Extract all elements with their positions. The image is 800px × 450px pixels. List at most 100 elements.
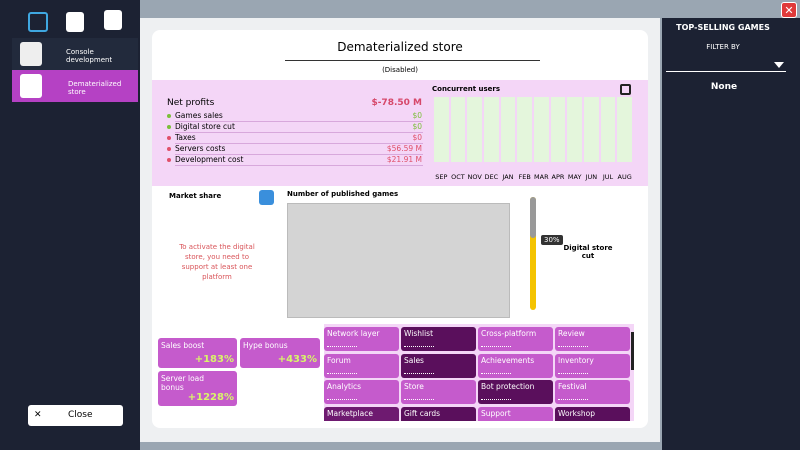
icon[interactable]: [66, 12, 84, 32]
feature-card[interactable]: Store: [401, 380, 476, 404]
feature-card[interactable]: Sales: [401, 353, 476, 378]
divider: [285, 60, 540, 61]
dialog-body: Dematerialized store (Disabled) Net prof…: [152, 30, 648, 428]
row-value: $56.59 M: [386, 144, 422, 153]
bullet: [167, 136, 171, 140]
feature-card[interactable]: Inventory: [555, 353, 630, 378]
feature-card[interactable]: Festival: [555, 380, 630, 404]
month-label: JUN: [585, 173, 598, 181]
menu-item[interactable]: Dematerialized store: [12, 70, 138, 102]
dialog-title: Dematerialized store: [337, 40, 463, 54]
feature-card[interactable]: Wishlist: [401, 327, 476, 351]
feature-name: Marketplace: [327, 408, 373, 418]
profit-value: $-78.50 M: [371, 98, 422, 108]
users-title: Concurrent users: [432, 85, 500, 93]
month-label: FEB: [518, 173, 531, 181]
feature-icons: [558, 342, 588, 347]
feature-name: Support: [481, 408, 511, 418]
feature-name: Cross-platform: [481, 329, 537, 338]
icon[interactable]: [28, 12, 48, 32]
slider-track: [530, 197, 536, 238]
bonus-label: Server load bonus: [161, 374, 205, 392]
feature-name: Forum: [327, 355, 351, 365]
feature-icons: [327, 342, 357, 347]
column: [550, 97, 566, 162]
menu-item[interactable]: Console development: [12, 38, 138, 70]
scrollbar[interactable]: [631, 332, 634, 370]
month-label: NOV: [467, 173, 482, 181]
row-divider: [175, 121, 423, 122]
bonus-label: Hype bonus: [243, 341, 288, 350]
filter-label: FILTER BY: [706, 43, 740, 51]
row-value: $0: [412, 122, 422, 131]
slider[interactable]: [530, 197, 536, 310]
settings-icon[interactable]: [259, 190, 274, 205]
column: [500, 97, 516, 162]
row-divider: [175, 143, 423, 144]
cut-value: 30%: [541, 235, 563, 245]
month-label: MAY: [567, 173, 582, 181]
feature-icons: [558, 369, 588, 374]
feature-card[interactable]: Achievements: [478, 353, 553, 378]
menu-label: Dematerialized store: [68, 80, 122, 96]
feature-icons: [481, 369, 511, 374]
dialog: Dematerialized store (Disabled) Net prof…: [140, 18, 660, 442]
feature-icons: [327, 395, 357, 400]
bullet: [167, 147, 171, 151]
button-label: Close: [68, 410, 93, 420]
published-chart: [287, 203, 510, 318]
feature-card[interactable]: Analytics: [324, 380, 399, 404]
close-x[interactable]: ✕: [781, 2, 797, 18]
users-chart: SEP OCT NOV DEC JAN FEB MAR APR MAY JUN JUL AUG: [433, 97, 633, 185]
feature-card[interactable]: Gift cards: [401, 406, 476, 421]
feature-icons: [481, 395, 511, 400]
divider: [666, 71, 786, 72]
feature-card[interactable]: Network layer: [324, 327, 399, 351]
filter-value[interactable]: None: [710, 82, 738, 92]
month-label: JAN: [502, 173, 514, 181]
column: [517, 97, 532, 162]
feature-name: Sales: [404, 355, 424, 365]
feature-card[interactable]: Marketplace: [324, 406, 399, 421]
feature-card[interactable]: Forum: [324, 353, 399, 378]
bonus-card: Sales boost +183%: [158, 338, 237, 368]
bonuses: Sales boost +183% Hype bonus +433% Server lo…: [158, 338, 322, 408]
feature-card[interactable]: Support: [478, 406, 553, 421]
feature-card[interactable]: Review: [555, 327, 630, 351]
month-label: SEP: [435, 173, 448, 181]
dropdown-arrow[interactable]: [774, 62, 784, 68]
feature-name: Achievements: [481, 355, 535, 365]
icon[interactable]: [104, 10, 122, 30]
row-divider: [175, 154, 423, 155]
bullet: [167, 158, 171, 162]
feature-icons: [327, 369, 357, 374]
market-title: Market share: [169, 192, 222, 200]
feature-icons: [404, 395, 434, 400]
close-button[interactable]: ✕ Close: [28, 405, 123, 426]
feature-name: Bot protection: [481, 382, 535, 391]
feature-name: Festival: [558, 382, 587, 391]
row-divider: [175, 165, 423, 166]
status: (Disabled): [382, 66, 418, 74]
feature-icons: [481, 342, 511, 347]
bonus-value: +1228%: [187, 392, 234, 403]
month-label: APR: [551, 173, 565, 181]
row-value: $0: [412, 111, 422, 120]
icon: [20, 42, 42, 66]
month-label: AUG: [617, 173, 632, 181]
month-label: DEC: [484, 173, 499, 181]
icon: [20, 74, 42, 98]
export-icon[interactable]: [620, 84, 631, 95]
row-label: Digital store cut: [175, 122, 235, 131]
market-message: To activate the digital store, you need …: [179, 243, 255, 281]
feature-icons: [404, 369, 434, 374]
cut-label: Digital store cut: [563, 244, 613, 260]
feature-card[interactable]: Cross-platform: [478, 327, 553, 351]
feature-card[interactable]: Workshop: [555, 406, 630, 421]
feature-card[interactable]: Bot protection: [478, 380, 553, 404]
bonus-label: Sales boost: [161, 341, 205, 350]
bullet: [167, 125, 171, 129]
month-label: MAR: [534, 173, 549, 181]
panel-title: TOP-SELLING GAMES: [676, 23, 770, 32]
